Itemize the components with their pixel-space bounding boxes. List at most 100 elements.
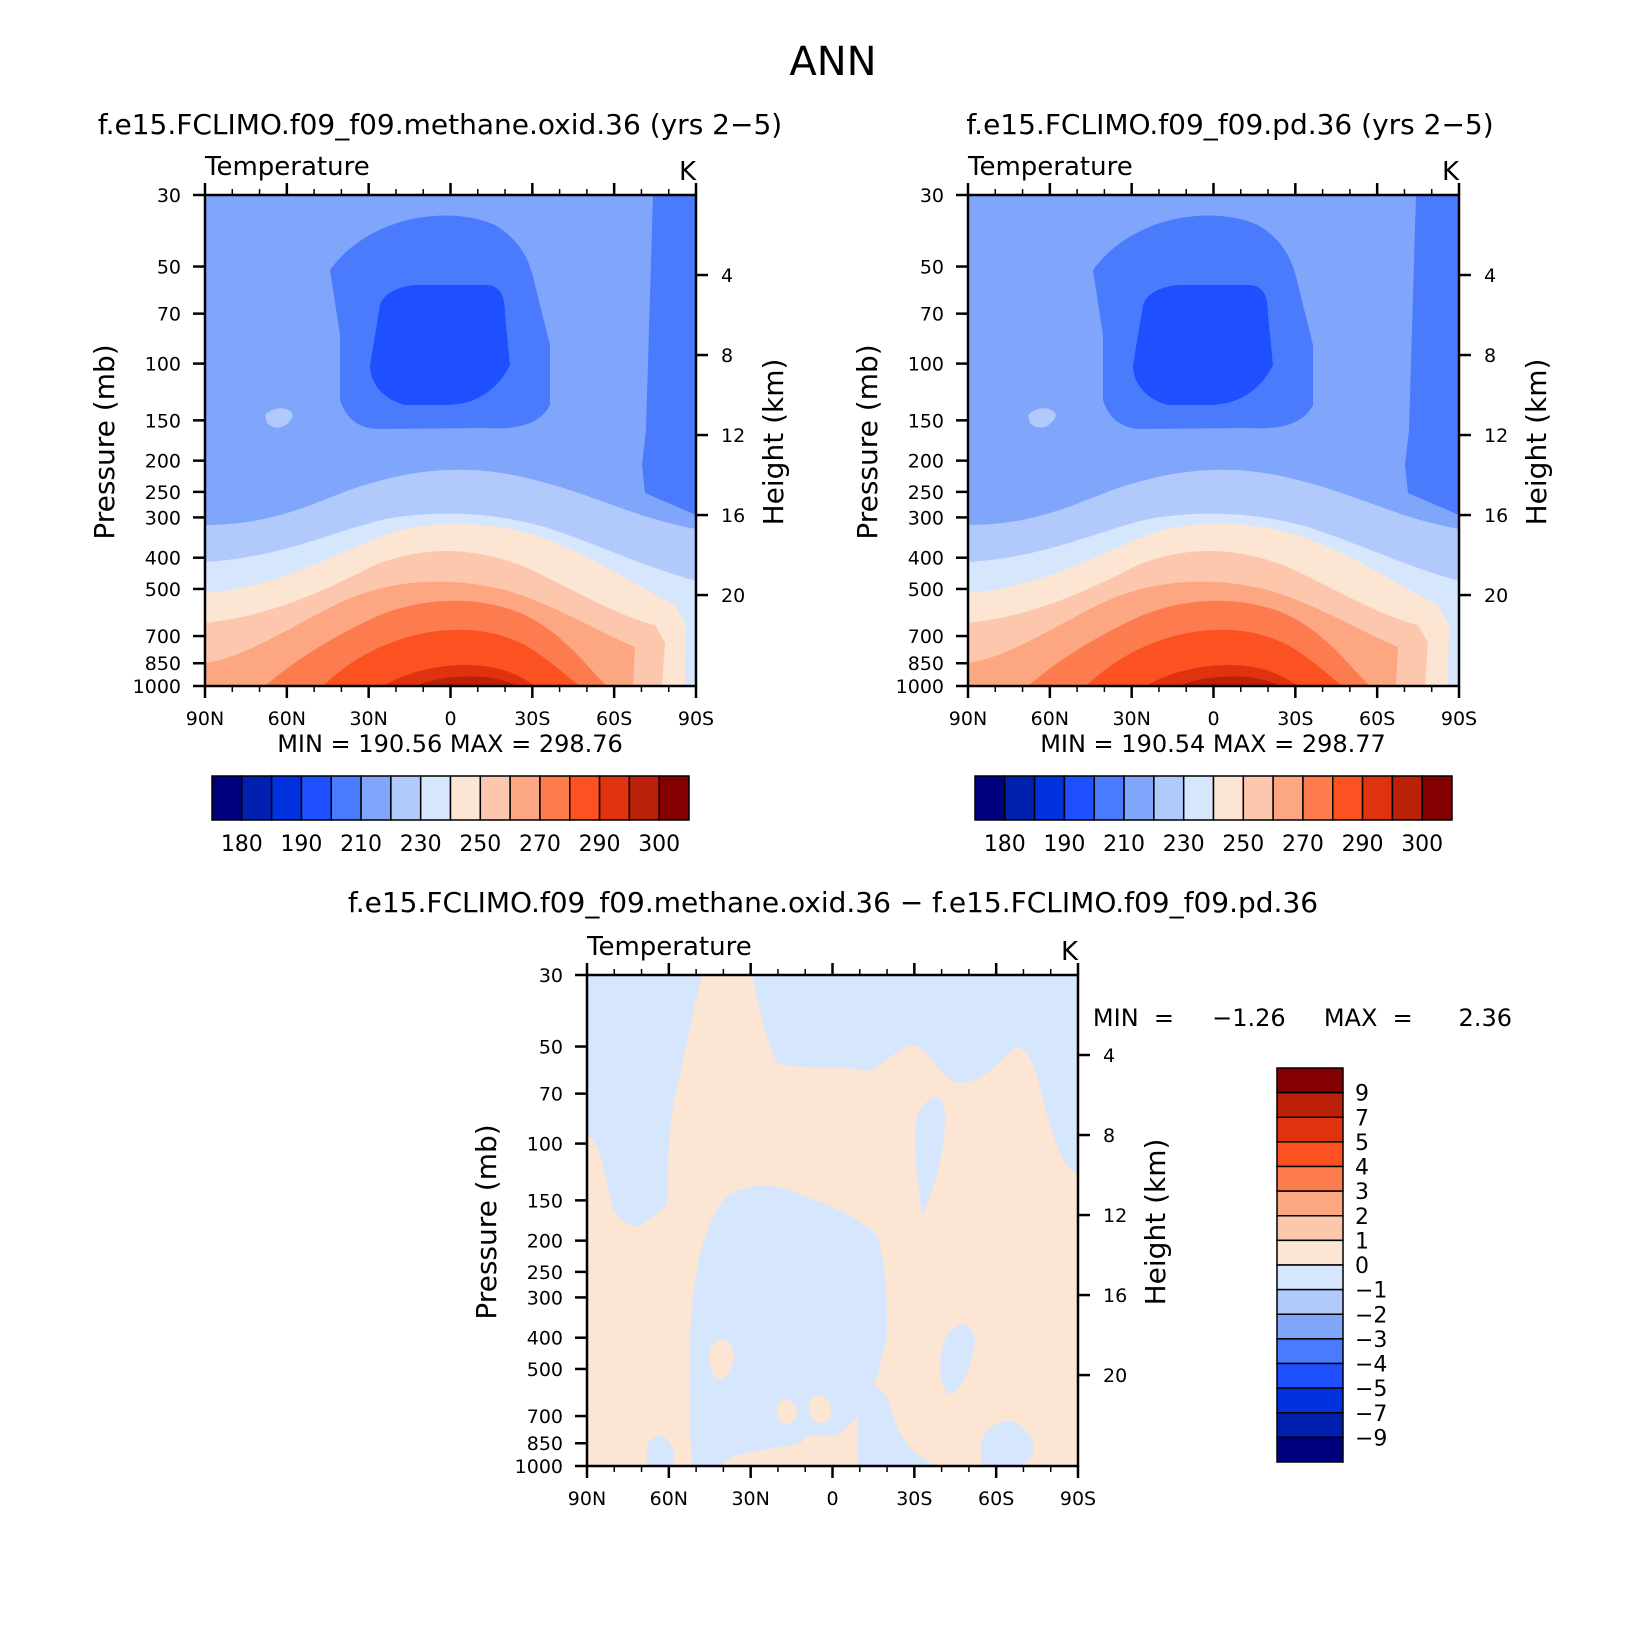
colorbar-label: −4 <box>1355 1353 1387 1378</box>
colorbar-label: 7 <box>1355 1106 1369 1131</box>
y-tick-label: 30 <box>920 185 944 207</box>
x-tick-label: 30N <box>349 708 387 730</box>
difference-title: f.e15.FCLIMO.f09_f09.methane.oxid.36 − f… <box>348 886 1318 919</box>
variable-label: Temperature <box>967 152 1133 182</box>
panel-difference: Temperature K 90N 60N 30N 0 30S 60S 90S3050701… <box>470 932 1512 1510</box>
colorbar-swatch <box>211 775 243 821</box>
figure-title: ANN <box>789 39 876 85</box>
y-tick-label: 70 <box>920 304 944 326</box>
colorbar-swatch <box>1276 1338 1344 1365</box>
colorbar-swatch <box>1153 775 1185 821</box>
colorbar-swatch <box>539 775 571 821</box>
colorbar-swatch <box>1276 1116 1344 1143</box>
y2-tick-label: 20 <box>1484 585 1508 607</box>
colorbar-label: 9 <box>1355 1082 1369 1107</box>
x-tick-label: 0 <box>826 1488 838 1510</box>
colorbar-label: 290 <box>579 832 621 857</box>
colorbar-swatch <box>1332 775 1364 821</box>
x-tick-label: 60S <box>978 1488 1014 1510</box>
colorbar-swatch <box>1242 775 1274 821</box>
y2-axis-label: Height (km) <box>1139 1139 1172 1306</box>
colorbar-swatch <box>1004 775 1036 821</box>
y-tick-label: 30 <box>157 185 181 207</box>
min-max-stats: MIN = −1.26 MAX = 2.36 <box>1093 1004 1512 1032</box>
x-tick-label: 60N <box>650 1488 688 1510</box>
colorbar-swatch <box>628 775 660 821</box>
y-tick-label: 100 <box>908 354 944 376</box>
colorbar-swatch <box>1276 1264 1344 1291</box>
colorbar-swatch <box>241 775 273 821</box>
y2-axis-label: Height (km) <box>757 359 790 526</box>
y-axis-label: Pressure (mb) <box>88 344 121 539</box>
y-tick-label: 500 <box>145 579 181 601</box>
colorbar-swatch <box>1123 775 1155 821</box>
y-tick-label: 100 <box>527 1134 563 1156</box>
y-tick-label: 50 <box>157 257 181 279</box>
colorbar-swatch <box>360 775 392 821</box>
colorbar-label: 2 <box>1355 1205 1369 1230</box>
colorbar-swatch <box>1302 775 1334 821</box>
colorbar-label: 180 <box>984 832 1026 857</box>
y2-tick-label: 20 <box>721 585 745 607</box>
y2-tick-label: 12 <box>1484 425 1508 447</box>
x-tick-label: 0 <box>444 708 456 730</box>
y-tick-label: 850 <box>145 653 181 675</box>
y2-tick-label: 16 <box>1484 505 1508 527</box>
colorbar-swatch <box>1276 1239 1344 1266</box>
colorbar-label: 5 <box>1355 1131 1369 1156</box>
colorbar-swatch <box>1272 775 1304 821</box>
colorbar-label: 180 <box>221 832 263 857</box>
colorbar-swatch <box>569 775 601 821</box>
colorbar-label: 250 <box>459 832 501 857</box>
y-tick-label: 150 <box>527 1190 563 1212</box>
colorbar-label: 270 <box>1282 832 1324 857</box>
colorbar-swatch <box>1276 1412 1344 1439</box>
y-tick-label: 200 <box>908 451 944 473</box>
y-tick-label: 700 <box>908 626 944 648</box>
y-tick-label: 1000 <box>896 676 944 698</box>
y-tick-label: 400 <box>908 548 944 570</box>
colorbar-swatch <box>1276 1165 1344 1192</box>
y2-tick-label: 16 <box>1103 1285 1127 1307</box>
colorbar-swatch <box>658 775 690 821</box>
colorbar-label: −5 <box>1355 1377 1387 1402</box>
y2-axis-label: Height (km) <box>1520 359 1553 526</box>
colorbar-swatch <box>1033 775 1066 821</box>
y-tick-label: 300 <box>527 1287 563 1309</box>
min-max-stats: MIN = 190.56 MAX = 298.76 <box>277 730 623 758</box>
colorbar-swatch <box>598 775 631 821</box>
y-axis-label: Pressure (mb) <box>470 1124 503 1319</box>
y2-tick-label: 16 <box>721 505 745 527</box>
y2-tick-label: 12 <box>1103 1205 1127 1227</box>
x-tick-label: 30N <box>1112 708 1150 730</box>
colorbar-swatch <box>1276 1313 1344 1340</box>
colorbar-swatch <box>509 775 541 821</box>
y-tick-label: 200 <box>145 451 181 473</box>
colorbar-swatch <box>390 775 422 821</box>
y-tick-label: 500 <box>908 579 944 601</box>
colorbar-swatch <box>1276 1190 1344 1217</box>
colorbar-swatch <box>1276 1387 1344 1414</box>
axes: 90N 60N 30N 0 30S 60S 90S 30 50 70 100 150 200 250 300… <box>896 183 1508 730</box>
y2-tick-label: 20 <box>1103 1365 1127 1387</box>
y2-tick-label: 8 <box>1484 345 1496 367</box>
colorbar-label: 3 <box>1355 1180 1369 1205</box>
y2-tick-label: 8 <box>721 345 733 367</box>
y-tick-label: 400 <box>527 1328 563 1350</box>
y2-tick-label: 4 <box>721 265 733 287</box>
y-tick-label: 200 <box>527 1231 563 1253</box>
y-tick-label: 100 <box>145 354 181 376</box>
y-tick-label: 70 <box>539 1084 563 1106</box>
y-tick-label: 850 <box>908 653 944 675</box>
colorbar-swatch <box>479 775 511 821</box>
colorbar-label: −3 <box>1355 1328 1387 1353</box>
y2-tick-label: 4 <box>1484 265 1496 287</box>
x-tick-label: 90S <box>1441 708 1477 730</box>
colorbar-swatch <box>1391 775 1423 821</box>
y-tick-label: 50 <box>539 1037 563 1059</box>
colorbar-label: 250 <box>1222 832 1264 857</box>
colorbar: 180 190 210 230 250 270 290 300 <box>974 775 1453 857</box>
colorbar-label: 230 <box>1163 832 1205 857</box>
x-tick-label: 60S <box>596 708 632 730</box>
panel-pd: f.e15.FCLIMO.f09_f09.pd.36 (yrs 2−5) Tem… <box>851 108 1553 857</box>
